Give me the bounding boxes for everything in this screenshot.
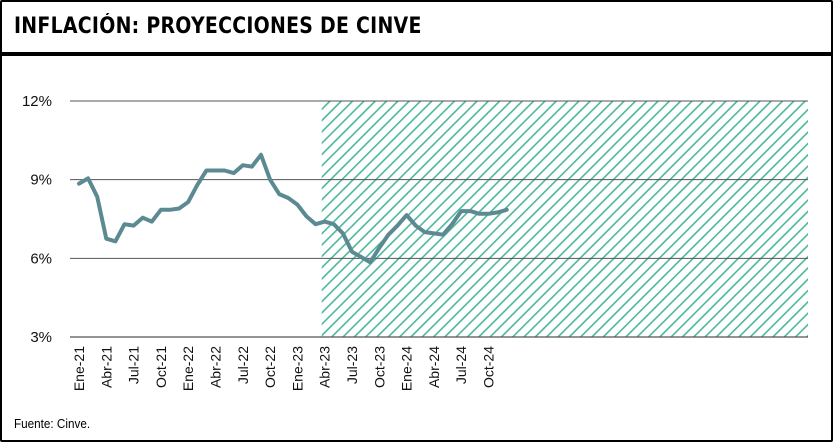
series-line [77, 152, 509, 265]
y-tick-label: 3% [30, 329, 52, 346]
x-tick-label: Ene-23 [289, 346, 305, 391]
x-tick-label: Jul-22 [235, 346, 251, 384]
x-tick-label: Ene-22 [180, 346, 196, 391]
x-tick-label: Abr-24 [426, 346, 442, 388]
chart-title: INFLACIÓN: PROYECCIONES DE CINVE [14, 14, 422, 39]
x-tick-label: Abr-23 [317, 346, 333, 388]
x-tick-label: Oct-23 [371, 346, 387, 388]
x-tick-label: Oct-22 [262, 346, 278, 388]
x-tick-label: Jul-21 [126, 346, 142, 384]
x-tick-label: Oct-21 [153, 346, 169, 388]
x-tick-label: Ene-21 [71, 346, 87, 391]
x-tick-label: Jul-24 [453, 346, 469, 384]
y-tick-label: 9% [30, 172, 52, 189]
source-note: Fuente: Cinve. [14, 416, 91, 431]
x-tick-label: Oct-24 [481, 346, 497, 388]
projection-region [321, 101, 808, 337]
x-tick-label: Abr-22 [208, 346, 224, 388]
title-bar [2, 2, 831, 56]
y-tick-label: 12% [22, 93, 52, 110]
x-tick-label: Jul-23 [344, 346, 360, 384]
x-tick-label: Abr-21 [98, 346, 114, 388]
x-tick-label: Ene-24 [399, 346, 415, 391]
y-tick-label: 6% [30, 250, 52, 267]
